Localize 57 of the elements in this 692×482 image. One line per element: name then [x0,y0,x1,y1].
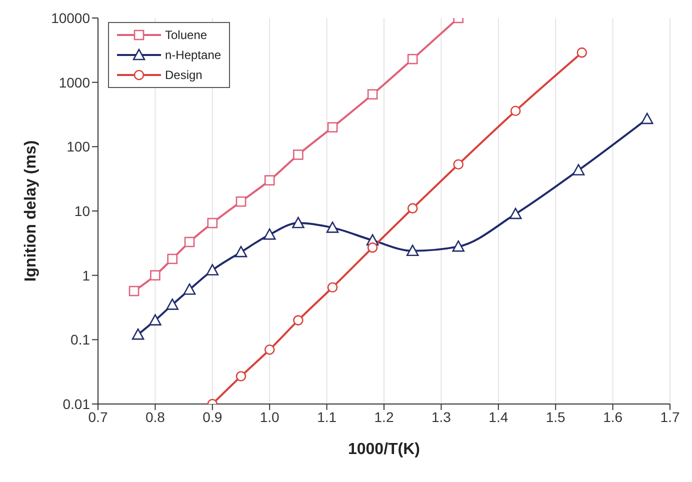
point [367,89,378,100]
point [293,150,304,160]
point [510,106,521,116]
y-tick-label: 0.1 [70,332,90,348]
y-tick-label: 100 [66,138,90,155]
point [184,236,195,248]
y-tick-label: 10000 [51,10,90,26]
point [234,246,248,258]
point [166,298,179,310]
point [128,286,140,296]
x-tick-label: 1.7 [660,408,680,425]
point [236,371,246,382]
point [407,203,418,214]
point [407,54,418,64]
point [327,282,338,293]
point [206,264,219,276]
point [367,242,378,253]
x-axis-title: 1000/T(K) [348,441,420,458]
point [327,122,338,132]
point [263,228,276,240]
point [576,47,588,58]
point [132,328,144,340]
point [452,240,465,252]
point [509,208,522,220]
x-tick-label: 1.2 [374,408,394,425]
point [150,270,160,280]
x-tick-label: 0.8 [145,408,166,425]
point [293,315,304,326]
legend-label: n-Heptane [165,48,222,62]
x-tick-label: 0.9 [202,408,222,425]
point [264,344,275,355]
point [453,159,464,170]
point [149,314,162,326]
x-tick-label: 1.1 [317,408,337,425]
point [326,222,339,233]
legend-label: Design [165,68,202,82]
point [183,283,196,295]
x-tick-label: 1.0 [260,408,280,425]
y-tick-label: 1000 [58,74,90,90]
point [207,218,218,228]
y-tick-label: 0.01 [62,396,90,412]
point [640,112,654,124]
point [264,175,275,186]
y-axis-title: Ignition delay (ms) [22,140,40,282]
x-tick-label: 0.7 [88,408,108,425]
point [292,216,304,228]
x-tick-label: 1.5 [546,408,566,425]
point [406,244,419,256]
y-tick-label: 1 [82,267,90,284]
point [236,196,246,207]
y-tick-label: 10 [74,202,90,219]
x-tick-label: 1.6 [603,408,623,425]
x-tick-label: 1.4 [488,408,508,425]
legend-label: Toluene [165,28,208,42]
x-tick-label: 1.3 [431,408,452,425]
point [167,254,178,264]
point [572,164,585,176]
